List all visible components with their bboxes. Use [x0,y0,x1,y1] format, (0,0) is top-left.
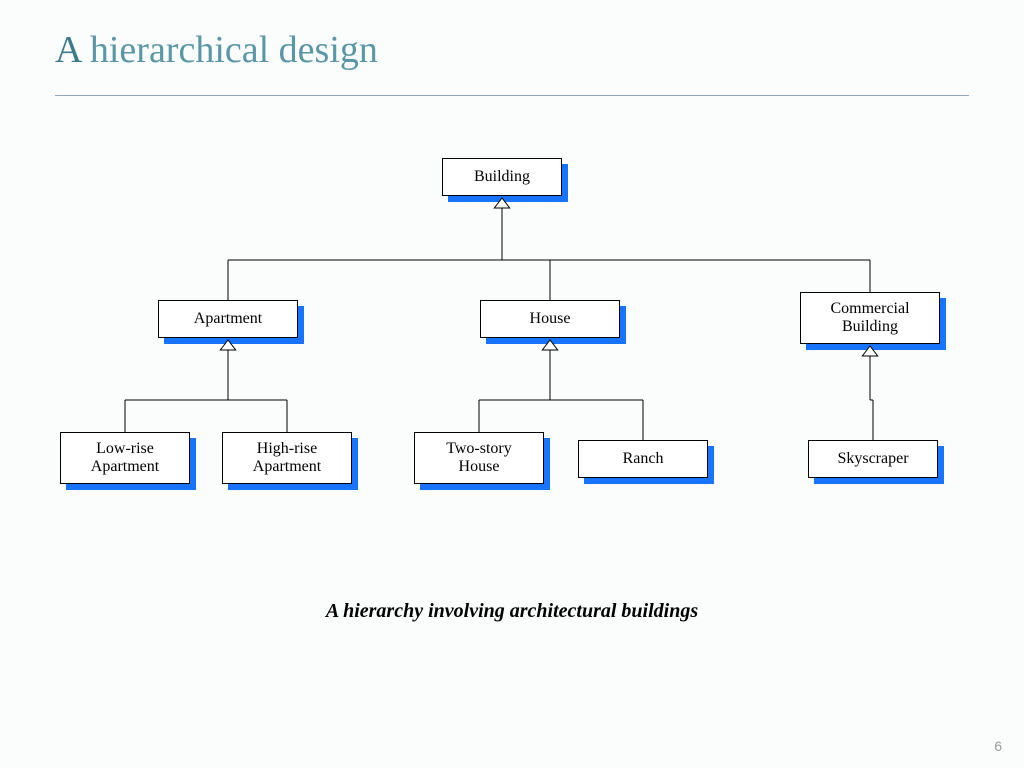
node-highrise: High-rise Apartment [222,432,352,484]
page-number: 6 [994,738,1002,754]
diagram-caption: A hierarchy involving architectural buil… [0,600,1024,623]
node-skyscraper: Skyscraper [808,440,938,478]
node-ranch: Ranch [578,440,708,478]
hierarchy-diagram: Building Apartment House Commercial Buildin… [0,0,1024,768]
node-apartment: Apartment [158,300,298,338]
node-commercial: Commercial Building [800,292,940,344]
node-building: Building [442,158,562,196]
node-twostory: Two-story House [414,432,544,484]
node-lowrise: Low-rise Apartment [60,432,190,484]
node-house: House [480,300,620,338]
